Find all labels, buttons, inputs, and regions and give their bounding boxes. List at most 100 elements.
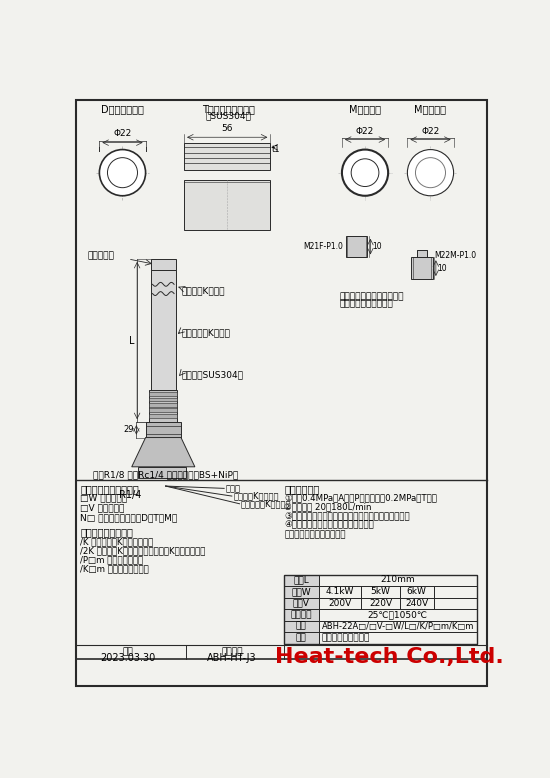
Text: 210mm: 210mm (380, 576, 415, 584)
Text: t1: t1 (272, 145, 280, 154)
Text: D型ストレート: D型ストレート (101, 104, 144, 114)
Bar (413, 258, 431, 279)
Text: N□ 先端形状の指定（D，T，M）: N□ 先端形状の指定（D，T，M） (80, 513, 178, 522)
Text: 図面番号: 図面番号 (221, 647, 243, 656)
Text: 外径R1/8 内径Rc1/4 気体供給口（BS+NiP）: 外径R1/8 内径Rc1/4 気体供給口（BS+NiP） (94, 471, 239, 480)
Bar (284, 609, 319, 621)
Text: 熱風温度K熱電対線: 熱風温度K熱電対線 (233, 492, 279, 500)
Bar (150, 403, 177, 407)
Text: 品名: 品名 (296, 633, 306, 643)
Text: M21F-P1.0: M21F-P1.0 (304, 242, 343, 251)
Text: 発熱体温度K熱電対線: 発熱体温度K熱電対線 (241, 499, 292, 508)
Bar (434, 598, 477, 609)
Bar (150, 408, 177, 412)
Bar (150, 392, 177, 396)
Bar (184, 180, 271, 230)
Text: 保護管（SUS304）: 保護管（SUS304） (182, 370, 244, 380)
Text: L: L (129, 335, 135, 345)
Circle shape (107, 158, 138, 187)
Bar (150, 414, 177, 418)
Text: 25℃～1050℃: 25℃～1050℃ (367, 610, 427, 619)
Text: M型内ネジ: M型内ネジ (349, 104, 381, 114)
Text: 4.1kW: 4.1kW (326, 587, 354, 596)
Bar (284, 575, 319, 586)
Bar (417, 250, 427, 258)
Text: ①考押0.4MPa（A型、P型）、耐圧0.2MPa（T型）: ①考押0.4MPa（A型、P型）、耐圧0.2MPa（T型） (284, 493, 437, 502)
Text: 200V: 200V (328, 598, 351, 608)
Text: 6kW: 6kW (406, 587, 427, 596)
Text: ③供給気体はオイルミスト、水湧を除去して下さい。: ③供給気体はオイルミスト、水湧を除去して下さい。 (284, 511, 410, 520)
Text: （SUS304）: （SUS304） (205, 111, 251, 120)
Bar (319, 586, 361, 598)
Bar (361, 598, 400, 609)
Bar (319, 621, 477, 633)
Bar (184, 143, 271, 170)
Polygon shape (132, 437, 195, 467)
Text: /2K 熱風温度K熱電対と発熱体温度K熱電対の追加: /2K 熱風温度K熱電対と発熱体温度K熱電対の追加 (80, 546, 206, 555)
Bar (319, 633, 477, 644)
Text: /K□m 熱電対線長の指定: /K□m 熱電対線長の指定 (80, 565, 149, 573)
Text: Φ22: Φ22 (113, 129, 131, 138)
Bar (146, 422, 181, 437)
Text: 240V: 240V (405, 598, 428, 608)
Text: ②推奨流量 20～180L/min: ②推奨流量 20～180L/min (284, 503, 372, 511)
Bar (434, 586, 477, 598)
Bar (346, 236, 367, 258)
Bar (411, 258, 433, 279)
Text: 10: 10 (372, 242, 382, 251)
Circle shape (408, 149, 454, 196)
Text: Φ22: Φ22 (356, 127, 374, 135)
Text: 【注意事項】: 【注意事項】 (284, 484, 320, 494)
Text: 先端のネジ込み継手金具は: 先端のネジ込み継手金具は (340, 292, 404, 301)
Text: 電圧V: 電圧V (293, 598, 310, 608)
Text: 発熱体温度K熱電対: 発熱体温度K熱電対 (182, 328, 230, 337)
Text: T型スリットノズル: T型スリットノズル (201, 104, 255, 114)
Text: 29: 29 (124, 426, 134, 434)
Bar (284, 586, 319, 598)
Bar (361, 586, 400, 598)
Text: ヒーターが焼損します。: ヒーターが焼損します。 (284, 530, 346, 539)
Text: 220V: 220V (369, 598, 392, 608)
Bar (151, 259, 175, 271)
Circle shape (100, 149, 146, 196)
Bar (319, 575, 477, 586)
Text: M型外ネジ: M型外ネジ (415, 104, 447, 114)
Text: 管長L: 管長L (293, 576, 309, 584)
Bar (400, 598, 434, 609)
Bar (150, 390, 177, 422)
Text: 日付: 日付 (123, 647, 133, 656)
Bar (284, 575, 477, 644)
Text: 電源線: 電源線 (226, 484, 241, 493)
Circle shape (351, 159, 379, 187)
Text: 56: 56 (222, 124, 233, 132)
Text: 電力W: 電力W (292, 587, 311, 596)
Bar (150, 398, 177, 401)
Text: 特注で作成致します。: 特注で作成致します。 (340, 300, 393, 309)
Text: 高温用熱風ヒーター: 高温用熱風ヒーター (322, 633, 370, 643)
Text: 【オプション対応】: 【オプション対応】 (80, 527, 133, 538)
Bar (138, 467, 186, 478)
Text: 熱風温度: 熱風温度 (290, 610, 312, 619)
Text: Φ22: Φ22 (421, 127, 439, 135)
Text: 10: 10 (437, 264, 447, 272)
Text: 【発注時の仕様指定】: 【発注時の仕様指定】 (80, 484, 139, 494)
Bar (151, 271, 175, 390)
Text: ④低温気体を供給せずに加熱すると、: ④低温気体を供給せずに加熱すると、 (284, 520, 374, 530)
Bar (319, 598, 361, 609)
Bar (400, 586, 434, 598)
Bar (284, 621, 319, 633)
Text: 5kW: 5kW (371, 587, 390, 596)
Bar (284, 598, 319, 609)
Text: ABH-22A□/□V-□W/L□/K/P□m/K□m: ABH-22A□/□V-□W/L□/K/P□m/K□m (322, 622, 474, 631)
Text: M22M-P1.0: M22M-P1.0 (434, 251, 476, 260)
Bar (284, 633, 319, 644)
Text: /P□m 電源線長の指定: /P□m 電源線長の指定 (80, 555, 143, 564)
Text: □V 電圧の指定: □V 電圧の指定 (80, 503, 124, 512)
Text: /K 　熱風温度K熱電対の追加: /K 熱風温度K熱電対の追加 (80, 537, 153, 546)
Text: 熱風吹出口: 熱風吹出口 (87, 251, 114, 260)
Text: 2023.03.30: 2023.03.30 (100, 654, 156, 663)
Text: 型式: 型式 (296, 622, 306, 631)
Circle shape (342, 149, 388, 196)
Text: R1/4: R1/4 (119, 490, 141, 500)
Text: ABH-HT-J3: ABH-HT-J3 (207, 654, 257, 663)
